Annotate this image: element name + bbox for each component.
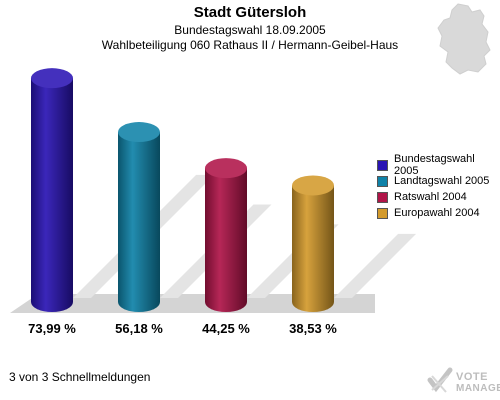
bar-body-europawahl-2004 — [292, 185, 334, 312]
chart-subtitle-election: Bundestagswahl 18.09.2005 — [174, 23, 326, 37]
legend-label-landtagswahl: Landtagswahl 2005 — [394, 175, 490, 187]
germany-map-icon — [437, 3, 491, 75]
value-label-landtagswahl-2005: 56,18 % — [115, 321, 163, 336]
bar-body-ratswahl-2004 — [205, 168, 247, 312]
legend-item-bundestagswahl: Bundestagswahl 2005 — [377, 153, 500, 177]
chart-subtitle-turnout: Wahlbeteiligung 060 Rathaus II / Hermann… — [101, 38, 399, 52]
value-label-ratswahl-2004: 44,25 % — [202, 321, 250, 336]
legend-swatch-bundestagswahl — [377, 159, 388, 171]
bar-top-europawahl-2004 — [292, 175, 334, 196]
bar-landtagswahl-2005 — [118, 122, 160, 312]
value-label-bundestagswahl-2005: 73,99 % — [28, 321, 76, 336]
bar-top-landtagswahl-2005 — [118, 122, 160, 143]
value-label-europawahl-2004: 38,53 % — [289, 321, 337, 336]
legend-label-europawahl: Europawahl 2004 — [394, 207, 480, 219]
footer-status: 3 von 3 Schnellmeldungen — [9, 370, 151, 384]
bar-europawahl-2004 — [292, 175, 334, 312]
brand-line-1: VOTE — [456, 371, 488, 383]
legend-item-europawahl: Europawahl 2004 — [377, 205, 500, 221]
votemanager-logo-icon — [427, 367, 453, 393]
legend-swatch-ratswahl — [377, 191, 388, 203]
bar-body-landtagswahl-2005 — [118, 132, 160, 312]
chart-title: Stadt Gütersloh — [193, 4, 307, 21]
legend-label-bundestagswahl: Bundestagswahl 2005 — [394, 153, 475, 177]
bar-ratswahl-2004 — [205, 158, 247, 312]
bar-bundestagswahl-2005 — [31, 68, 73, 312]
bar-body-bundestagswahl-2005 — [31, 78, 73, 312]
legend-label-ratswahl: Ratswahl 2004 — [394, 191, 467, 203]
chart-legend: Bundestagswahl 2005 Landtagswahl 2005 Ra… — [377, 153, 500, 221]
bar-shadow-europawahl-2004 — [334, 233, 417, 298]
legend-swatch-landtagswahl — [377, 175, 388, 187]
bar-top-ratswahl-2004 — [205, 158, 247, 179]
chart-floor — [10, 294, 375, 313]
legend-item-ratswahl: Ratswahl 2004 — [377, 189, 500, 205]
brand-line-2: MANAGER — [456, 383, 500, 394]
legend-item-landtagswahl: Landtagswahl 2005 — [377, 173, 500, 189]
votemanager-logo: VOTE MANAGER — [426, 364, 500, 398]
legend-swatch-europawahl — [377, 207, 388, 219]
bar-top-bundestagswahl-2005 — [31, 68, 73, 89]
